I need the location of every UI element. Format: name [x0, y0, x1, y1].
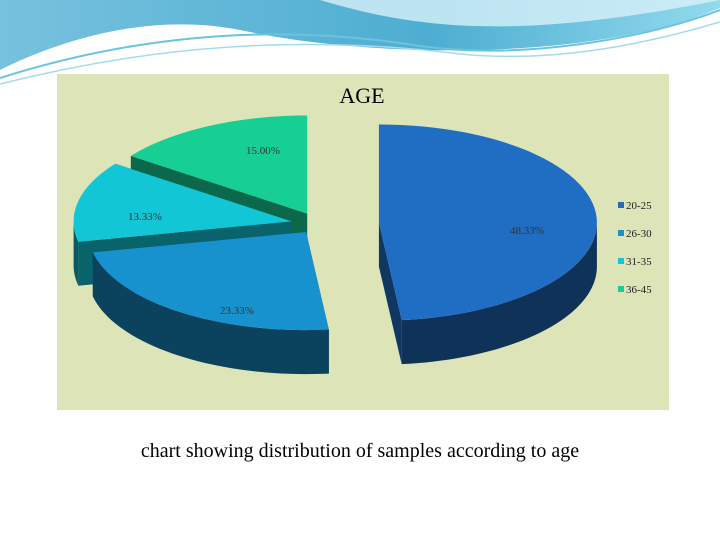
pie-slice-side-wall — [378, 222, 402, 365]
legend: 20-25 26-30 31-35 36-45 — [618, 200, 652, 296]
pie-slice-top — [92, 232, 329, 331]
legend-label-20-25: 20-25 — [626, 200, 652, 212]
data-label-26-30: 23.33% — [220, 305, 254, 317]
legend-swatch-26-30 — [618, 230, 624, 236]
header-swoosh-decoration — [0, 0, 720, 85]
pie-slice-top — [73, 163, 292, 242]
legend-label-31-35: 31-35 — [626, 256, 652, 268]
data-label-20-25: 48.33% — [510, 225, 544, 237]
legend-label-36-45: 36-45 — [626, 284, 652, 296]
pie-slice-outer-wall — [401, 222, 597, 365]
data-label-36-45: 15.00% — [246, 145, 280, 157]
chart-caption: chart showing distribution of samples ac… — [140, 440, 580, 462]
chart-title: AGE — [339, 83, 384, 108]
pie-slice-outer-wall — [92, 252, 329, 375]
pie-chart: AGE 48.33% 23.33% 13.33% 15.00% 20-25 26-30 3… — [73, 83, 652, 375]
pie-slice-26-30 — [92, 232, 329, 375]
pie-slice-20-25 — [378, 124, 597, 365]
chart-panel: AGE 48.33% 23.33% 13.33% 15.00% 20-25 26-30 3… — [57, 74, 669, 410]
legend-label-26-30: 26-30 — [626, 228, 652, 240]
pie-slices — [73, 115, 597, 375]
legend-swatch-31-35 — [618, 258, 624, 264]
pie-slice-top — [130, 115, 308, 214]
pie-slice-top — [378, 124, 597, 321]
pie-slice-outer-wall — [73, 221, 79, 286]
data-labels: 48.33% 23.33% 13.33% 15.00% — [128, 145, 544, 317]
legend-swatch-20-25 — [618, 202, 624, 208]
legend-swatch-36-45 — [618, 286, 624, 292]
data-label-31-35: 13.33% — [128, 211, 162, 223]
